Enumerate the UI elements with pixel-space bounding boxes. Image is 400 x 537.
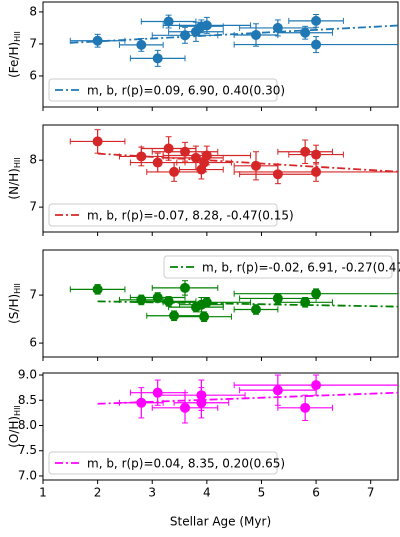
data-point [136,151,147,162]
y-axis-label-sub: HII [13,31,22,42]
data-point [180,402,190,413]
data-point [311,39,322,50]
data-point [136,39,147,50]
data-point [272,22,283,33]
y-tick-label: 6 [29,336,37,350]
legend-box [163,255,393,279]
y-axis-label-main: (Fe/H) [7,42,21,78]
y-tick-label: 7 [29,200,37,214]
legend-box [48,78,278,102]
data-point [92,284,103,295]
y-tick-label: 7 [29,288,37,302]
y-tick-label: 9.0 [18,368,37,382]
y-axis-label-main: (O/H) [7,416,21,448]
y-tick-label: 7 [29,36,37,50]
data-point [136,397,147,408]
y-axis-label: (O/H)HII [7,405,22,448]
data-point [169,310,180,321]
x-tick-label: 3 [148,486,156,500]
y-axis-label-sub: HII [13,157,22,168]
y-tick-label: 8.5 [18,393,37,407]
data-point [163,16,174,27]
data-point [311,166,322,177]
data-point [180,282,190,293]
y-axis-label: (N/H)HII [7,157,22,199]
data-point [272,169,283,180]
data-point [180,30,190,41]
data-point [152,292,163,303]
data-point [300,27,311,38]
data-point [180,146,190,157]
x-tick-label: 1 [39,486,47,500]
data-point [92,136,103,147]
y-axis-label-sub: HII [13,405,22,416]
x-tick-label: 4 [203,486,211,500]
data-point [300,297,311,308]
y-tick-label: 8 [29,153,37,167]
data-point [196,390,207,401]
data-point [92,35,103,46]
data-point [311,149,322,160]
data-point [300,146,311,157]
data-point [251,29,261,40]
plot-frame [42,372,399,481]
legend-box [48,451,278,475]
data-point [311,15,322,26]
data-point [311,380,322,391]
plot-frame [42,124,399,233]
y-tick-label: 6 [29,68,37,82]
y-axis-label-main: (N/H) [7,168,21,199]
y-axis-label: (S/H)HII [7,283,22,324]
data-point [199,311,210,322]
y-axis-label: (Fe/H)HII [7,31,22,78]
data-point [311,288,322,299]
x-tick-label: 7 [367,486,375,500]
data-point [300,402,311,413]
y-axis-label-sub: HII [13,283,22,294]
x-tick-label: 5 [258,486,266,500]
x-axis-label: Stellar Age (Myr) [170,515,271,529]
fit-line [97,391,399,405]
data-point [201,297,212,308]
x-tick-label: 2 [94,486,102,500]
y-tick-label: 7.5 [18,443,37,457]
legend-box [48,203,278,227]
plot-frame [42,1,399,108]
legend-label: m, b, r(p)=-0.02, 6.91, -0.27(0.47) [202,261,400,275]
data-point [201,150,212,161]
legend-label: m, b, r(p)=-0.07, 8.28, -0.47(0.15) [87,209,294,223]
data-point [272,385,283,396]
data-point [163,143,174,154]
y-tick-label: 7.0 [18,468,37,482]
fit-line [97,300,399,308]
legend-label: m, b, r(p)=0.04, 8.35, 0.20(0.65) [87,457,285,471]
x-tick-label: 6 [312,486,320,500]
data-point [152,53,163,64]
data-point [163,296,174,307]
data-point [201,20,212,31]
data-point [169,166,180,177]
data-point [272,293,283,304]
legend-label: m, b, r(p)=0.09, 6.90, 0.40(0.30) [87,84,285,98]
y-axis-label-main: (S/H) [7,294,21,324]
data-point [251,304,261,315]
data-point [152,157,163,168]
plot-frame [42,249,399,358]
y-tick-label: 8 [29,4,37,18]
data-point [251,160,261,171]
y-tick-label: 8.0 [18,418,37,432]
